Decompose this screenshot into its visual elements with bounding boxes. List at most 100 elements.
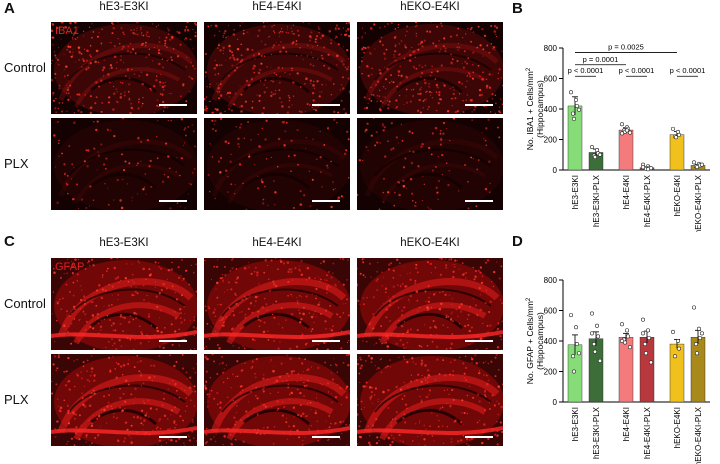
data-point (590, 311, 595, 316)
y-axis-label-2: (Hippocampus) (535, 80, 545, 138)
micrograph-a-plx-1 (204, 118, 350, 210)
p-value-label: p < 0.0001 (670, 66, 706, 75)
row-label-plx: PLX (4, 392, 29, 407)
data-point (628, 130, 633, 135)
y-tick-label: 200 (544, 368, 558, 377)
x-tick-label: hE3-E3KI-PLX (592, 174, 601, 227)
data-point (671, 329, 676, 334)
data-point (692, 160, 697, 165)
data-point (620, 322, 625, 327)
row-label-control: Control (4, 60, 46, 75)
data-point (644, 351, 649, 356)
data-point (590, 145, 595, 150)
y-tick-label: 400 (544, 105, 558, 114)
data-point (625, 328, 630, 333)
row-label-plx: PLX (4, 156, 29, 171)
data-point (695, 164, 700, 169)
p-value-label: p = 0.0025 (608, 43, 644, 52)
bar-hEKO-E4KI-PLX (690, 336, 706, 403)
scale-bar (312, 340, 340, 342)
panel-letter-a: A (4, 0, 15, 17)
stain-label: IBA1 (55, 25, 79, 37)
data-point (695, 351, 700, 356)
column-header-heko-e4ki: hEKO-E4KI (400, 1, 460, 13)
p-value-label: p = 0.0001 (583, 55, 619, 64)
y-tick-label: 0 (553, 398, 558, 407)
micrograph-c-plx-1 (204, 354, 350, 446)
scale-bar (465, 436, 493, 438)
y-tick-label: 800 (544, 276, 558, 285)
data-point (593, 349, 598, 354)
data-point (626, 334, 631, 339)
data-point (641, 331, 646, 336)
gfap-bar-chart: 0 200 400 600 800 No. GFAP + Cells/mm2(Hippoc… (525, 276, 710, 464)
micrograph-c-control-0: GFAP (51, 258, 197, 350)
scale-bar (312, 436, 340, 438)
column-header-he3-e3ki: hE3-E3KI (99, 237, 149, 249)
data-point (649, 360, 654, 365)
micrograph-a-control-0: IBA1 (51, 22, 197, 114)
data-point (596, 334, 601, 339)
data-point (641, 165, 646, 170)
data-point (674, 135, 679, 140)
row-label-control: Control (4, 296, 46, 311)
data-point (569, 313, 574, 318)
bar-hE4-E4KI (618, 129, 634, 171)
micrograph-c-plx-2 (357, 354, 503, 446)
data-point (577, 351, 582, 356)
bar-hE3-E3KI (567, 105, 583, 171)
column-header-he3-e3ki: hE3-E3KI (99, 1, 149, 13)
data-point (625, 128, 630, 133)
x-tick-label: hE4-E4KI-PLX (643, 174, 652, 227)
data-point (574, 97, 579, 102)
scale-bar (159, 104, 187, 106)
stain-label: GFAP (55, 261, 85, 273)
data-point (593, 155, 598, 160)
data-point (677, 132, 682, 137)
data-point (641, 317, 646, 322)
scale-bar (159, 436, 187, 438)
data-point (577, 107, 582, 112)
data-point (677, 346, 682, 351)
data-point (620, 122, 625, 127)
p-value-label: p < 0.0001 (619, 66, 655, 75)
micrograph-a-control-1 (204, 22, 350, 114)
micrograph-a-plx-0 (51, 118, 197, 210)
data-point (592, 342, 597, 347)
x-tick-label: hEKO-E4KI (673, 175, 682, 216)
y-axis-label: No. IBA1 + Cells/mm2 (525, 67, 535, 150)
bar-hE3-E3KI-PLX (588, 338, 604, 403)
iba1-bar-chart: 0 200 400 600 800 No. IBA1 + Cells/mm2(Hippoc… (525, 43, 710, 232)
data-point (647, 335, 652, 340)
data-point (595, 323, 600, 328)
x-tick-label: hE3-E3KI (571, 175, 580, 209)
data-point (572, 369, 577, 374)
x-tick-label: hEKO-E4KI-PLX (694, 406, 703, 464)
y-tick-label: 400 (544, 337, 558, 346)
data-point (575, 342, 580, 347)
panel-letter-b: B (512, 0, 523, 17)
data-point (569, 90, 574, 95)
data-point (598, 358, 603, 363)
data-point (671, 126, 676, 131)
micrograph-a-control-2 (357, 22, 503, 114)
scale-bar (159, 340, 187, 342)
x-tick-label: hE4-E4KI (622, 175, 631, 209)
y-tick-label: 600 (544, 75, 558, 84)
bar-hE4-E4KI-PLX (639, 336, 655, 403)
x-tick-label: hE3-E3KI-PLX (592, 406, 601, 459)
data-point (676, 339, 681, 344)
x-tick-label: hEKO-E4KI-PLX (694, 174, 703, 232)
data-point (571, 111, 576, 116)
data-point (620, 131, 625, 136)
y-tick-label: 0 (553, 166, 558, 175)
y-tick-label: 600 (544, 307, 558, 316)
micrograph-c-plx-0 (51, 354, 197, 446)
scale-bar (465, 200, 493, 202)
x-tick-label: hE4-E4KI (622, 407, 631, 441)
data-point (646, 328, 651, 333)
data-point (673, 354, 678, 359)
scale-bar (159, 200, 187, 202)
scale-bar (465, 104, 493, 106)
data-point (698, 335, 703, 340)
